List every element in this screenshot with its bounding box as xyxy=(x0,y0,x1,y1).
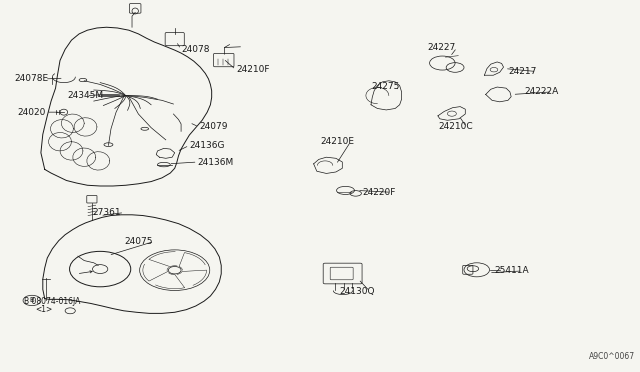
Text: B 08074-016JA: B 08074-016JA xyxy=(24,297,80,306)
Text: 24078E: 24078E xyxy=(14,74,48,83)
Text: 24222A: 24222A xyxy=(524,87,558,96)
Text: 24136M: 24136M xyxy=(198,157,234,167)
Text: A9C0^0067: A9C0^0067 xyxy=(589,352,636,361)
Text: 24210E: 24210E xyxy=(320,137,354,146)
Text: 24210F: 24210F xyxy=(236,65,269,74)
Text: 24220F: 24220F xyxy=(363,188,396,197)
Text: 24345M: 24345M xyxy=(67,91,103,100)
Text: B: B xyxy=(29,298,34,304)
Text: <1>: <1> xyxy=(35,305,52,314)
Text: 24217: 24217 xyxy=(508,67,536,76)
Text: 24210C: 24210C xyxy=(438,122,472,131)
Text: 24020: 24020 xyxy=(17,108,45,117)
Text: 27361: 27361 xyxy=(93,208,121,217)
Text: 24275: 24275 xyxy=(371,82,399,91)
Text: 24078: 24078 xyxy=(181,45,209,54)
Text: 25411A: 25411A xyxy=(494,266,529,275)
Text: 24075: 24075 xyxy=(124,237,153,246)
Text: 24079: 24079 xyxy=(199,122,227,131)
Text: 24136G: 24136G xyxy=(189,141,225,150)
Text: 24227: 24227 xyxy=(427,43,455,52)
Text: 24130Q: 24130Q xyxy=(339,287,374,296)
